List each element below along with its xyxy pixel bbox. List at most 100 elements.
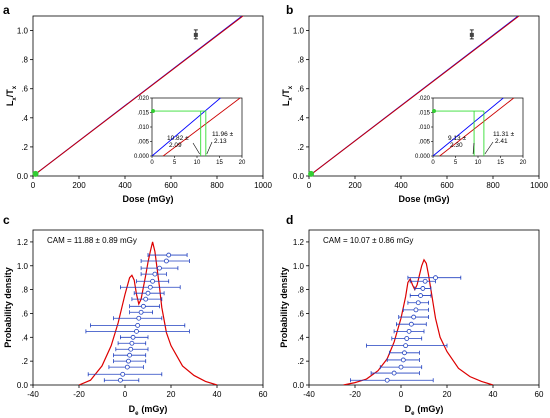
- data-point: [389, 350, 420, 356]
- data-point: [133, 290, 165, 296]
- y-tick-label: 0.0: [293, 172, 305, 181]
- y-tick-label: .2: [297, 357, 304, 366]
- y-tick-label: .6: [21, 309, 28, 318]
- inset-y-tick-label: .020: [137, 96, 149, 102]
- data-point: [409, 293, 432, 298]
- y-tick-label: .4: [21, 114, 28, 123]
- inset-content: [433, 98, 515, 156]
- panel-letter: d: [286, 213, 293, 227]
- x-tick-label: -40: [303, 390, 315, 399]
- regen-point: [193, 32, 198, 37]
- y-tick-label: .2: [21, 143, 28, 152]
- data-point: [85, 328, 190, 334]
- x-axis-label: De (mGy): [405, 404, 444, 417]
- inset-y-tick-label: .015: [137, 111, 149, 117]
- data-point: [386, 357, 420, 363]
- panel-d: d -40 -20 0 20 40 60 0.0 .2 .4 .6 .8 1.0 1.2 De (mGy) Pr…: [279, 213, 544, 417]
- data-point: [366, 343, 448, 349]
- y-axis-label-main: L: [281, 100, 291, 106]
- x-tick-label: -40: [27, 390, 39, 399]
- inset-x-tick-label: 0: [431, 160, 435, 166]
- point-marker: [163, 258, 169, 264]
- plot-frame: [32, 229, 264, 386]
- inset-annotation: 9.13 ±: [448, 135, 466, 142]
- data-point: [402, 307, 430, 313]
- inset-plot: 0 5 10 15 20 0.000 .005 .010 .015 .020 9.13 ±2.30 1…: [415, 96, 527, 166]
- regen-point: [469, 32, 474, 37]
- natural-point: [32, 170, 39, 177]
- x-axis-label-unit: (mGy): [417, 404, 443, 414]
- x-tick-label: 20: [167, 390, 176, 399]
- y-tick-label: 1.2: [17, 238, 29, 247]
- point-marker: [166, 252, 172, 258]
- point-marker: [403, 343, 409, 349]
- point-marker: [391, 370, 397, 376]
- inset-annotation: 10.82 ±: [167, 135, 189, 142]
- point-marker: [152, 271, 158, 277]
- point-marker: [402, 350, 407, 356]
- point-marker: [411, 314, 417, 320]
- y-axis-label-sub: x: [12, 97, 18, 101]
- inset-natural-point: [432, 109, 436, 114]
- y-tick-label: .8: [297, 56, 304, 65]
- plot-frame: [308, 15, 540, 177]
- x-tick-label: 800: [486, 181, 500, 190]
- x-tick-label: 200: [348, 181, 362, 190]
- inset-x-tick-label: 5: [454, 160, 458, 166]
- data-point: [129, 309, 154, 315]
- data-point: [393, 328, 425, 334]
- x-tick-label: 20: [443, 390, 452, 399]
- point-marker: [150, 278, 156, 284]
- inset-x-tick-label: 15: [497, 160, 504, 166]
- inset-red-line: [438, 98, 515, 156]
- inset-x-tick-label: 5: [173, 160, 177, 166]
- x-tick-label: 600: [164, 181, 178, 190]
- inset-annotation: 11.31 ±: [493, 131, 515, 138]
- point-marker: [418, 293, 423, 298]
- point-marker: [415, 300, 421, 306]
- plot-content: [78, 241, 218, 385]
- x-tick-label: 40: [489, 390, 498, 399]
- x-axis-label-main: Dose: [122, 194, 144, 204]
- plot-frame: [308, 229, 540, 386]
- inset-y-tick-label: .015: [418, 111, 430, 117]
- inset-x-tick-label: 10: [475, 160, 482, 166]
- x-tick-label: 400: [118, 181, 132, 190]
- cam-label: CAM = 11.88 ± 0.89 mGy: [47, 236, 137, 245]
- x-tick-label: 0: [307, 181, 312, 190]
- data-point: [379, 364, 423, 370]
- x-tick-label: 1000: [530, 181, 548, 190]
- inset-arrow: [472, 142, 475, 155]
- point-marker: [408, 321, 414, 327]
- inset-y-tick-label: .020: [418, 96, 430, 102]
- point-marker: [384, 377, 390, 383]
- y-axis-label: Probability density: [3, 267, 13, 348]
- y-tick-label: .4: [297, 333, 304, 342]
- inset-plot: 0 5 10 15 20 0.000 .005 .010 .015 .020 10.82 ±2.09…: [134, 96, 246, 166]
- data-point: [140, 271, 167, 277]
- data-point: [407, 275, 462, 281]
- inset-y-tick-label: .010: [418, 125, 430, 131]
- data-point: [349, 377, 434, 383]
- x-axis-label-main: Dose: [398, 194, 420, 204]
- inset-y-tick-label: .010: [137, 125, 149, 131]
- data-point: [414, 286, 432, 291]
- y-tick-label: .4: [21, 333, 28, 342]
- x-axis-label-main: D: [405, 404, 412, 414]
- data-point: [115, 346, 149, 352]
- point-marker: [406, 328, 412, 334]
- data-point: [131, 296, 163, 302]
- y-tick-label: .6: [297, 85, 304, 94]
- y-tick-label: .6: [21, 85, 28, 94]
- y-tick-label: .6: [297, 309, 304, 318]
- inset-x-tick-label: 15: [216, 160, 223, 166]
- data-point: [108, 364, 144, 370]
- y-tick-label: 1.2: [293, 238, 305, 247]
- x-axis-label-unit: (mGy): [148, 194, 174, 204]
- inset-arrow: [206, 141, 213, 155]
- inset-annotation: 2.41: [495, 138, 508, 145]
- point-marker: [134, 328, 139, 334]
- plot-content: [343, 258, 494, 385]
